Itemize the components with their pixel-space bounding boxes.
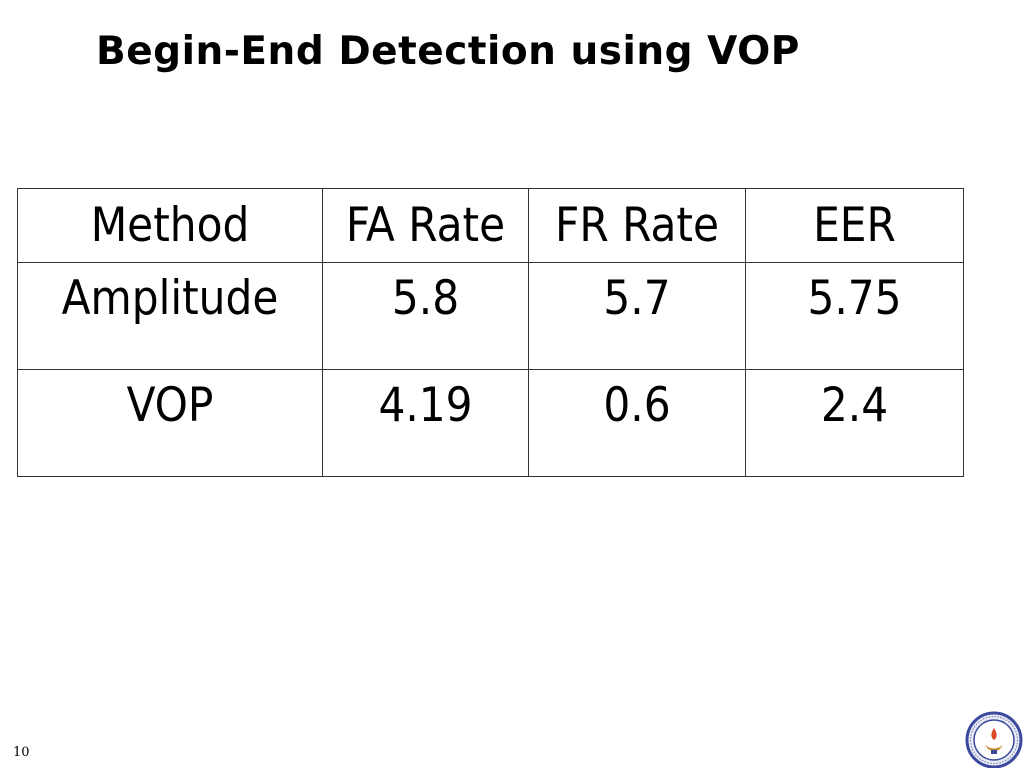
results-table: Method FA Rate FR Rate EER Amplitude 5.8… (17, 188, 964, 477)
header-method: Method (17, 188, 323, 263)
cell-fa-rate: 5.8 (322, 262, 529, 370)
page-number: 10 (13, 745, 30, 760)
table-header-row: Method FA Rate FR Rate EER (17, 188, 964, 263)
cell-eer: 5.75 (745, 262, 964, 370)
header-fr-rate: FR Rate (528, 188, 746, 263)
header-fa-rate: FA Rate (322, 188, 529, 263)
cell-fa-rate: 4.19 (322, 369, 529, 477)
cell-eer: 2.4 (745, 369, 964, 477)
cell-fr-rate: 5.7 (528, 262, 746, 370)
institute-emblem-icon (965, 711, 1023, 768)
table-row: Amplitude 5.8 5.7 5.75 (17, 262, 964, 370)
cell-method: Amplitude (17, 262, 323, 370)
cell-method: VOP (17, 369, 323, 477)
header-eer: EER (745, 188, 964, 263)
table-row: VOP 4.19 0.6 2.4 (17, 369, 964, 477)
cell-fr-rate: 0.6 (528, 369, 746, 477)
slide-title: Begin-End Detection using VOP (96, 29, 800, 74)
